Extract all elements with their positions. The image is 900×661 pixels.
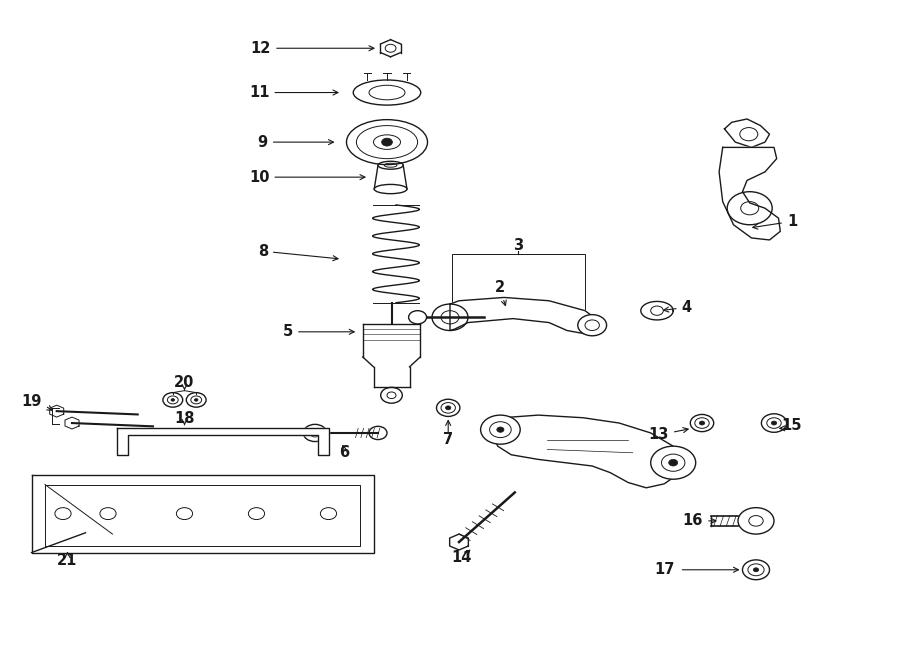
Polygon shape bbox=[719, 147, 780, 240]
Circle shape bbox=[446, 406, 451, 410]
Polygon shape bbox=[493, 415, 682, 488]
Polygon shape bbox=[641, 301, 673, 320]
Circle shape bbox=[742, 560, 770, 580]
Text: 11: 11 bbox=[249, 85, 338, 100]
Circle shape bbox=[481, 415, 520, 444]
Circle shape bbox=[436, 399, 460, 416]
Polygon shape bbox=[50, 405, 64, 417]
Polygon shape bbox=[450, 297, 598, 334]
Text: 17: 17 bbox=[654, 563, 675, 577]
Text: 3: 3 bbox=[513, 239, 524, 253]
Text: 1: 1 bbox=[752, 214, 797, 229]
Text: 12: 12 bbox=[251, 41, 374, 56]
Text: 9: 9 bbox=[257, 135, 334, 149]
Circle shape bbox=[771, 421, 777, 425]
Circle shape bbox=[194, 399, 198, 401]
Text: 7: 7 bbox=[443, 432, 454, 447]
Polygon shape bbox=[117, 428, 328, 455]
Text: 15: 15 bbox=[781, 418, 802, 432]
Circle shape bbox=[176, 508, 193, 520]
Polygon shape bbox=[450, 534, 468, 550]
Circle shape bbox=[578, 315, 607, 336]
Text: 14: 14 bbox=[452, 550, 472, 564]
Text: 18: 18 bbox=[175, 411, 194, 426]
Circle shape bbox=[497, 427, 504, 432]
Text: 19: 19 bbox=[21, 395, 41, 409]
Text: 4: 4 bbox=[663, 300, 692, 315]
Circle shape bbox=[651, 446, 696, 479]
Circle shape bbox=[248, 508, 265, 520]
Circle shape bbox=[320, 508, 337, 520]
Circle shape bbox=[669, 459, 678, 466]
Circle shape bbox=[171, 399, 175, 401]
Text: 13: 13 bbox=[649, 428, 688, 442]
Polygon shape bbox=[45, 485, 360, 546]
Circle shape bbox=[100, 508, 116, 520]
Text: 5: 5 bbox=[283, 325, 355, 339]
Text: 21: 21 bbox=[58, 553, 77, 568]
Circle shape bbox=[753, 568, 759, 572]
Circle shape bbox=[699, 421, 705, 425]
Circle shape bbox=[186, 393, 206, 407]
Circle shape bbox=[690, 414, 714, 432]
Circle shape bbox=[409, 311, 427, 324]
Text: 16: 16 bbox=[683, 514, 716, 528]
Circle shape bbox=[55, 508, 71, 520]
Circle shape bbox=[382, 138, 392, 146]
Text: 8: 8 bbox=[257, 244, 338, 260]
Text: 6: 6 bbox=[338, 446, 349, 460]
Circle shape bbox=[738, 508, 774, 534]
Text: 10: 10 bbox=[249, 170, 365, 184]
Bar bbox=[452, 254, 585, 313]
Circle shape bbox=[761, 414, 787, 432]
Circle shape bbox=[432, 304, 468, 330]
Polygon shape bbox=[65, 417, 79, 429]
Text: 2: 2 bbox=[494, 280, 506, 305]
Circle shape bbox=[163, 393, 183, 407]
Text: 20: 20 bbox=[175, 375, 194, 389]
Polygon shape bbox=[32, 475, 374, 553]
